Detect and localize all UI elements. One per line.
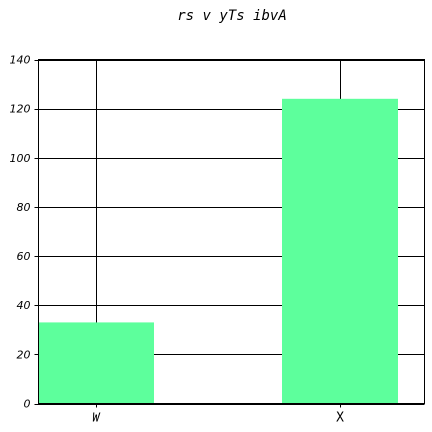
bar-W (38, 322, 154, 404)
y-tick-label-20: 20 (17, 348, 31, 361)
plot-frame (38, 59, 425, 404)
bars (38, 98, 398, 404)
bar-X (282, 98, 398, 404)
y-tick-label-60: 60 (17, 250, 31, 263)
y-tick-label-100: 100 (10, 152, 31, 165)
y-tick-label-40: 40 (17, 299, 31, 312)
x-tick-label-W: W (92, 411, 101, 425)
y-tick-label-80: 80 (17, 201, 31, 214)
y-tick-label-140: 140 (10, 54, 31, 67)
chart-title: rs v yTs ibvA (177, 8, 287, 24)
y-tick-label-120: 120 (10, 103, 31, 116)
y-axis-ticks: 0 20 40 60 80 100 120 140 (10, 54, 39, 411)
x-tick-label-X: X (336, 411, 344, 426)
y-tick-label-0: 0 (24, 398, 31, 411)
